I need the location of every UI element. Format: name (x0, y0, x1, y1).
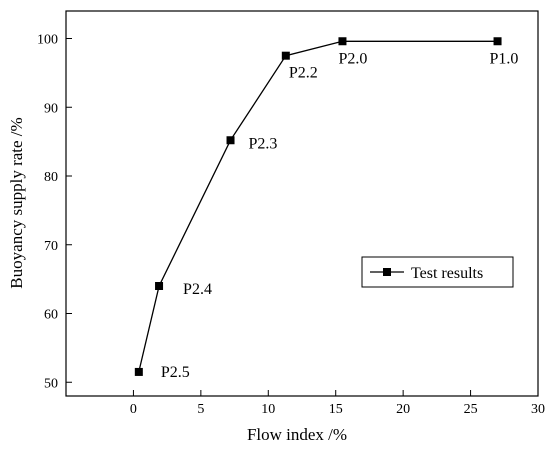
x-tick-label: 20 (396, 402, 410, 417)
data-point-group (134, 37, 502, 376)
legend: Test results (361, 256, 514, 288)
data-point (338, 37, 347, 46)
data-point (281, 51, 290, 60)
legend-marker (383, 268, 391, 276)
x-tick-label: 5 (197, 402, 204, 417)
data-point (226, 136, 235, 145)
data-point-label: P2.3 (249, 135, 278, 152)
series-line (138, 40, 498, 373)
y-tick-label: 50 (44, 376, 58, 391)
y-axis-title: Buoyancy supply rate /% (7, 117, 26, 288)
data-point (134, 367, 143, 376)
y-tick-label: 80 (44, 170, 58, 185)
data-point-label: P2.5 (161, 364, 190, 381)
x-tick-label: 30 (531, 402, 545, 417)
data-point-label: P2.2 (289, 65, 318, 82)
data-point (155, 282, 164, 290)
series-line-group (138, 40, 498, 373)
data-point-label: P2.0 (338, 50, 367, 67)
x-tick-label: 10 (261, 402, 275, 417)
y-tick-label: 60 (44, 308, 58, 323)
data-point (493, 37, 502, 46)
plot-frame (65, 10, 539, 397)
y-tick-label: 100 (37, 33, 58, 48)
axis-ticks: 0 5 10 15 20 25 30 50 60 70 80 90 100 (37, 33, 545, 418)
legend-label: Test results (411, 265, 483, 282)
y-tick-label: 90 (44, 101, 58, 116)
data-point-label: P1.0 (490, 50, 519, 67)
data-point-label: P2.4 (183, 281, 212, 298)
x-axis-title: Flow index /% (247, 425, 347, 444)
x-tick-label: 25 (464, 402, 478, 417)
y-tick-label: 70 (44, 239, 58, 254)
point-label-group: P2.5 P2.4 P2.3 P2.2 P2.0 P1.0 (161, 50, 519, 381)
x-tick-label: 15 (329, 402, 343, 417)
x-tick-label: 0 (130, 402, 137, 417)
